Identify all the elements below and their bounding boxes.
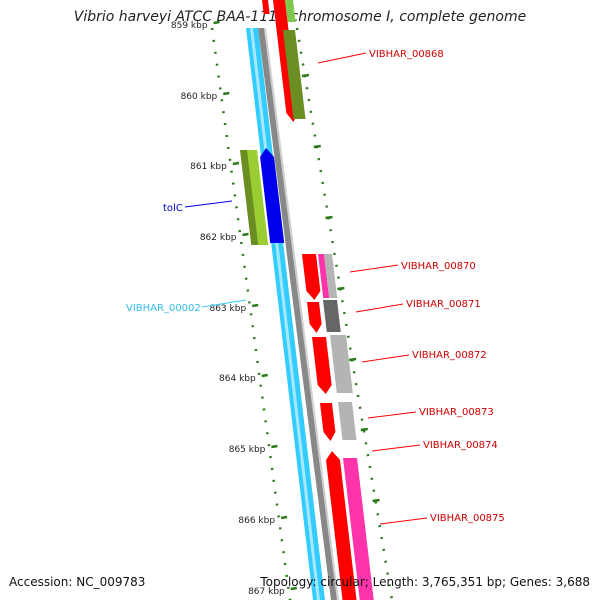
gene-olive-top[interactable] bbox=[283, 30, 306, 119]
gene-labels: VIBHAR_00868 tolC VIBHAR_00002 VIBHAR_00… bbox=[126, 49, 505, 524]
ruler-tick-right bbox=[360, 427, 368, 432]
gene-label-vibhar-00868[interactable]: VIBHAR_00868 bbox=[369, 49, 444, 60]
gene-gray-00873[interactable] bbox=[338, 402, 357, 440]
ruler-tick-label: 865 kbp bbox=[229, 445, 266, 455]
ruler-tick-label: 863 kbp bbox=[209, 304, 246, 314]
gene-lime-left[interactable] bbox=[247, 150, 269, 245]
ruler-tick bbox=[261, 373, 268, 378]
ruler-tick-label: 866 kbp bbox=[238, 516, 275, 526]
map-title: Vibrio harveyi ATCC BAA-1116 chromosome … bbox=[73, 9, 527, 25]
ruler-tick-label: 862 kbp bbox=[200, 233, 237, 243]
gene-vibhar-00875[interactable] bbox=[326, 460, 357, 600]
gene-gray-00872[interactable] bbox=[330, 335, 353, 393]
gene-darkgray-00871[interactable] bbox=[323, 300, 341, 332]
ruler-tick bbox=[213, 20, 220, 25]
gene-label-vibhar-00873[interactable]: VIBHAR_00873 bbox=[419, 407, 494, 418]
ruler-tick-right bbox=[301, 73, 310, 78]
ruler-tick-right bbox=[325, 215, 333, 220]
ruler-dotted-left bbox=[210, 27, 292, 600]
gene-label-vibhar-00872[interactable]: VIBHAR_00872 bbox=[412, 350, 487, 361]
ruler-tick-label: 864 kbp bbox=[219, 374, 256, 384]
ruler-tick-label: 861 kbp bbox=[190, 162, 227, 172]
ruler-tick-right bbox=[313, 144, 321, 149]
label-leaders bbox=[184, 52, 428, 525]
topology-text: Topology: circular; Length: 3,765,351 bp… bbox=[260, 575, 590, 589]
gene-label-tolc[interactable]: tolC bbox=[163, 203, 183, 214]
label-leader-line bbox=[201, 299, 247, 308]
gene-label-vibhar-00874[interactable]: VIBHAR_00874 bbox=[423, 440, 498, 451]
gene-vibhar-00874[interactable] bbox=[326, 451, 341, 460]
ruler-tick-label: 860 kbp bbox=[181, 92, 218, 102]
ruler-dotted-lines bbox=[210, 27, 394, 600]
gene-vibhar-00873[interactable] bbox=[320, 403, 336, 441]
label-leader-line bbox=[355, 303, 404, 313]
ruler-tick bbox=[242, 232, 249, 237]
gene-label-vibhar-00002[interactable]: VIBHAR_00002 bbox=[126, 303, 201, 314]
gene-vibhar-00872[interactable] bbox=[312, 337, 332, 394]
label-leader-line bbox=[349, 264, 399, 273]
gene-vibhar-00870[interactable] bbox=[302, 254, 321, 300]
ruler-tick-right bbox=[337, 286, 345, 291]
ruler-tick-label: 867 kbp bbox=[248, 587, 285, 597]
label-leader-line bbox=[361, 354, 410, 363]
topology-label: Topology: circular; Length: 3,765,351 bp… bbox=[260, 575, 590, 589]
gene-pink-00870[interactable] bbox=[318, 254, 330, 298]
gene-tolc[interactable] bbox=[260, 148, 285, 243]
gene-features bbox=[240, 0, 374, 600]
accession-label: Accession: NC_009783 bbox=[9, 575, 146, 589]
ruler-tick bbox=[271, 444, 278, 449]
gene-pink-00875[interactable] bbox=[343, 458, 374, 600]
ruler-tick bbox=[251, 303, 259, 308]
ruler-tick bbox=[290, 586, 297, 591]
gene-top-lime[interactable] bbox=[285, 0, 296, 22]
ruler-tick-right bbox=[348, 357, 357, 362]
gene-gray-00870[interactable] bbox=[324, 254, 338, 298]
gene-label-vibhar-00871[interactable]: VIBHAR_00871 bbox=[406, 299, 481, 310]
ruler-tick-right bbox=[372, 498, 380, 503]
label-leader-line bbox=[379, 517, 428, 525]
ruler-dotted-right bbox=[295, 27, 394, 600]
label-leader-line bbox=[184, 200, 233, 208]
gene-label-vibhar-00875[interactable]: VIBHAR_00875 bbox=[430, 513, 505, 524]
gene-vibhar-00871[interactable] bbox=[307, 302, 322, 333]
ruler-ticks: 859 kbp 860 kbp 861 kbp 862 kbp 863 kbp 864 k… bbox=[171, 20, 380, 597]
gene-label-vibhar-00870[interactable]: VIBHAR_00870 bbox=[401, 261, 476, 272]
label-leader-line bbox=[317, 52, 367, 64]
ruler-tick bbox=[232, 161, 240, 166]
ruler-tick bbox=[280, 515, 288, 520]
gene-top-red-small[interactable] bbox=[262, 0, 270, 14]
ruler-tick bbox=[223, 91, 230, 96]
label-leader-line bbox=[367, 411, 417, 419]
genome-backbone bbox=[258, 28, 337, 600]
ruler-tick-label: 859 kbp bbox=[171, 21, 208, 31]
genome-backbone-edge bbox=[264, 28, 339, 600]
label-leader-line bbox=[371, 444, 421, 452]
